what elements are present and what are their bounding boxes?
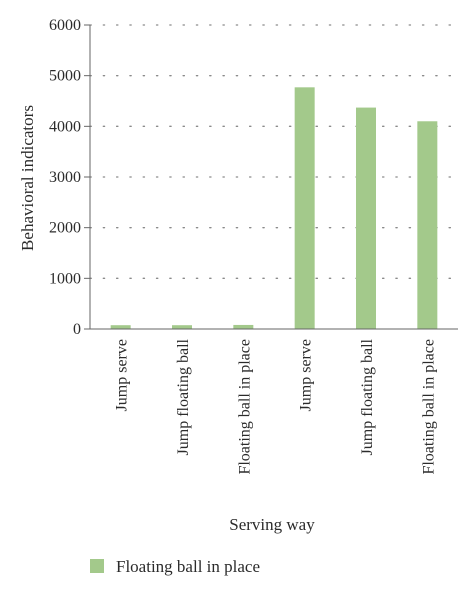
x-axis-title: Serving way (229, 515, 315, 534)
bar (356, 107, 376, 329)
y-tick-label: 1000 (49, 270, 81, 287)
x-tick-labels: Jump serve Jump floating ball Floating bal… (114, 338, 438, 474)
legend: Floating ball in place (90, 557, 260, 576)
bar (172, 325, 192, 329)
y-tick-label: 2000 (49, 220, 81, 237)
x-tick-label: Jump serve (114, 339, 131, 411)
y-tick-label: 5000 (49, 68, 81, 85)
legend-swatch (90, 559, 104, 573)
y-tick-label: 3000 (49, 169, 81, 186)
y-tick-label: 4000 (49, 118, 81, 135)
bar (233, 324, 254, 329)
x-tick-label: Floating ball in place (420, 339, 437, 475)
legend-label: Floating ball in place (116, 557, 260, 576)
x-tick-label: Jump serve (298, 339, 315, 411)
y-axis-title: Behavioral indicators (18, 105, 37, 251)
y-tick-labels: 0 1000 2000 3000 4000 5000 6000 (49, 17, 90, 338)
bar (294, 87, 315, 329)
x-tick-label: Floating ball in place (236, 339, 253, 475)
bars (110, 87, 438, 330)
y-tick-label: 6000 (49, 17, 81, 34)
x-tick-label: Jump floating ball (359, 338, 376, 455)
axes (89, 25, 458, 330)
gridlines (89, 24, 459, 279)
bar (417, 121, 438, 330)
bar (110, 325, 131, 329)
y-tick-label: 0 (73, 321, 81, 338)
x-tick-label: Jump floating ball (175, 338, 192, 455)
